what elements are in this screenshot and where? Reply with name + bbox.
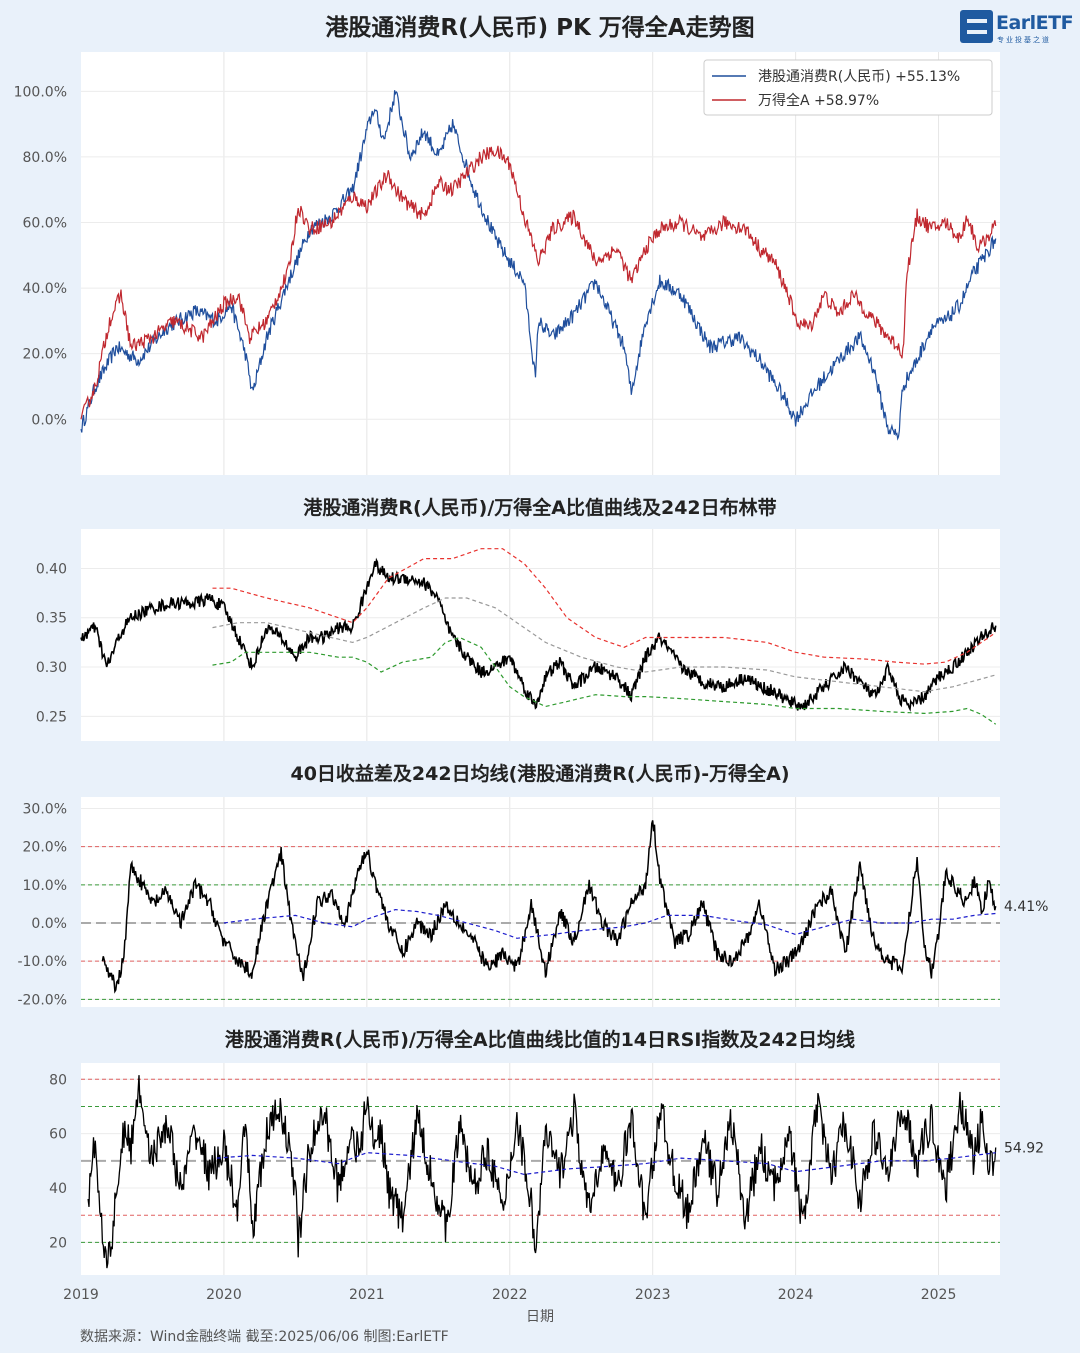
chart-performance: 0.0% 20.0% 40.0% 60.0% 80.0% 100.0% 港股通消费R(人民币… — [14, 52, 1000, 475]
series-line-ma — [216, 1152, 996, 1176]
plot-area — [81, 529, 1000, 741]
plot-area — [81, 52, 1000, 475]
y-tick-label: 80 — [49, 1072, 67, 1088]
y-tick-label: 60 — [49, 1127, 67, 1143]
chart-ratio: 0.25 0.30 0.35 0.40 港股通消费R(人民币)/万得全A比值曲线及242… — [36, 496, 1000, 741]
chart-title: 港股通消费R(人民币)/万得全A比值曲线比值的14日RSI指数及242日均线 — [225, 1028, 855, 1051]
brand-logo: EarlETF 专业投基之道 — [960, 10, 1074, 44]
logo-sub-text: 专业投基之道 — [997, 36, 1051, 44]
series-line-s0 — [80, 90, 997, 441]
y-tick-label: 40 — [49, 1181, 67, 1197]
series-line-rsi — [87, 1075, 997, 1269]
chart-spread: -20.0% -10.0% 0.0% 10.0% 20.0% 30.0% 40日收益差及24… — [17, 762, 1048, 1008]
series-line-s1 — [80, 145, 997, 420]
y-tick-label: 30.0% — [23, 801, 67, 817]
y-tick-label: 0.35 — [36, 611, 67, 627]
x-tick-label: 2022 — [492, 1287, 528, 1303]
x-tick-label: 2019 — [63, 1287, 99, 1303]
legend: 港股通消费R(人民币) +55.13% 万得全A +58.97% — [703, 59, 993, 116]
x-tick-label: 2023 — [635, 1287, 671, 1303]
x-tick-label: 2024 — [778, 1287, 814, 1303]
y-tick-label: 80.0% — [23, 150, 67, 166]
logo-brand-text: EarlETF — [996, 12, 1074, 34]
y-tick-label: 0.30 — [36, 660, 67, 676]
y-tick-label: 100.0% — [14, 84, 67, 100]
series-line-spread — [101, 820, 997, 994]
y-tick-label: -10.0% — [17, 954, 67, 970]
x-tick-label: 2020 — [206, 1287, 242, 1303]
legend-label: 万得全A +58.97% — [758, 92, 879, 109]
data-source-note: 数据来源：Wind金融终端 截至:2025/06/06 制图:EarlETF — [80, 1329, 449, 1345]
y-tick-label: 0.25 — [36, 709, 67, 725]
y-tick-label: 0.40 — [36, 561, 67, 577]
series-line-ma — [223, 908, 996, 939]
series-line-ratio — [80, 557, 997, 712]
end-value-label: 54.92 — [1004, 1140, 1044, 1156]
y-tick-label: 0.0% — [31, 412, 67, 428]
y-tick-label: -20.0% — [17, 992, 67, 1008]
y-tick-label: 20.0% — [23, 840, 67, 856]
y-tick-label: 10.0% — [23, 878, 67, 894]
chart-rsi: 20 40 60 80 港股通消费R(人民币)/万得全A比值曲线比值的14日RSI指数及… — [49, 1028, 1044, 1325]
plot-area — [81, 1063, 1000, 1275]
series-line-upper — [212, 548, 997, 665]
chart-title: 40日收益差及242日均线(港股通消费R(人民币)-万得全A) — [290, 762, 789, 785]
logo-mark-icon — [960, 10, 993, 43]
y-tick-label: 60.0% — [23, 216, 67, 232]
y-tick-label: 0.0% — [31, 916, 67, 932]
y-tick-label: 20 — [49, 1235, 67, 1251]
plot-area — [81, 797, 1000, 1007]
series-line-lower — [212, 636, 997, 725]
chart-title: 港股通消费R(人民币)/万得全A比值曲线及242日布林带 — [303, 496, 776, 519]
end-value-label: 4.41% — [1004, 899, 1048, 915]
x-tick-label: 2021 — [349, 1287, 385, 1303]
page-title: 港股通消费R(人民币) PK 万得全A走势图 — [325, 15, 755, 41]
legend-label: 港股通消费R(人民币) +55.13% — [758, 69, 960, 85]
legend-box — [703, 59, 993, 116]
x-axis-label: 日期 — [526, 1309, 554, 1325]
y-tick-label: 40.0% — [23, 281, 67, 297]
x-tick-label: 2025 — [921, 1287, 957, 1303]
y-tick-label: 20.0% — [23, 347, 67, 363]
